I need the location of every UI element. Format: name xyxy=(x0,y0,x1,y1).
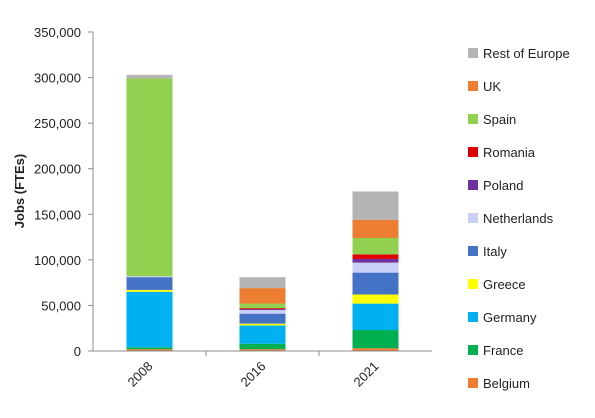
bar-segment-spain-2021 xyxy=(352,237,399,255)
legend-swatch xyxy=(468,81,478,91)
legend-item-netherlands: Netherlands xyxy=(468,211,554,226)
y-tick-label: 150,000 xyxy=(34,207,81,222)
y-tick-label: 250,000 xyxy=(34,116,81,131)
bars xyxy=(126,74,399,351)
legend-item-romania: Romania xyxy=(468,145,536,160)
legend-item-uk: UK xyxy=(468,79,501,94)
bar-segment-uk-2016 xyxy=(239,288,286,304)
bar-segment-germany-2008 xyxy=(126,291,173,348)
bar-segment-germany-2021 xyxy=(352,303,399,331)
legend-label: France xyxy=(483,343,523,358)
bar-segment-greece-2008 xyxy=(126,289,173,292)
legend-swatch xyxy=(468,246,478,256)
legend-swatch xyxy=(468,312,478,322)
legend-label: Poland xyxy=(483,178,523,193)
legend-label: Belgium xyxy=(483,376,530,391)
bar-segment-belgium-2021 xyxy=(352,348,399,351)
bar-segment-netherlands-2021 xyxy=(352,262,399,273)
x-tick-label: 2008 xyxy=(125,359,156,390)
y-tick-label: 0 xyxy=(74,344,81,359)
bar-segment-rest-of-europe-2021 xyxy=(352,191,399,220)
legend-swatch xyxy=(468,48,478,58)
legend-item-belgium: Belgium xyxy=(468,376,530,391)
x-tick-label: 2016 xyxy=(238,359,269,390)
legend-swatch xyxy=(468,213,478,223)
bar-segment-italy-2021 xyxy=(352,272,399,295)
bar-segment-rest-of-europe-2016 xyxy=(239,277,286,289)
bar-segment-greece-2016 xyxy=(239,323,286,326)
axes: 0 50,000 100,000 150,000 200,000 250,000 300,0… xyxy=(34,25,432,390)
legend-item-france: France xyxy=(468,343,523,358)
legend-item-greece: Greece xyxy=(468,277,526,292)
legend-label: Italy xyxy=(483,244,507,259)
bar-segment-spain-2016 xyxy=(239,303,286,309)
bar-segment-romania-2021 xyxy=(352,254,399,259)
legend-swatch xyxy=(468,147,478,157)
legend-item-germany: Germany xyxy=(468,310,537,325)
y-tick-label: 200,000 xyxy=(34,162,81,177)
legend-item-italy: Italy xyxy=(468,244,507,259)
legend-label: Germany xyxy=(483,310,537,325)
legend-item-poland: Poland xyxy=(468,178,523,193)
legend-swatch xyxy=(468,180,478,190)
y-tick-label: 300,000 xyxy=(34,71,81,86)
bar-segment-france-2008 xyxy=(126,347,173,350)
legend: Rest of Europe UK Spain Romania Poland Nether… xyxy=(468,46,570,391)
bar-segment-germany-2016 xyxy=(239,325,286,344)
bar-segment-italy-2008 xyxy=(126,277,173,290)
bar-segment-belgium-2008 xyxy=(126,349,173,351)
legend-swatch xyxy=(468,345,478,355)
bar-segment-rest-of-europe-2008 xyxy=(126,74,173,79)
y-tick-label: 100,000 xyxy=(34,253,81,268)
y-tick-label: 50,000 xyxy=(41,298,81,313)
bar-segment-uk-2021 xyxy=(352,219,399,238)
legend-label: Greece xyxy=(483,277,526,292)
y-axis-title: Jobs (FTEs) xyxy=(12,154,27,228)
bar-segment-greece-2021 xyxy=(352,294,399,304)
legend-swatch xyxy=(468,378,478,388)
legend-label: Netherlands xyxy=(483,211,554,226)
legend-swatch xyxy=(468,114,478,124)
bar-segment-netherlands-2016 xyxy=(239,309,286,314)
y-tick-label: 350,000 xyxy=(34,25,81,40)
legend-swatch xyxy=(468,279,478,289)
legend-label: UK xyxy=(483,79,501,94)
bar-segment-spain-2008 xyxy=(126,78,173,277)
bar-segment-italy-2016 xyxy=(239,313,286,324)
legend-item-spain: Spain xyxy=(468,112,516,127)
bar-segment-poland-2016 xyxy=(239,309,286,310)
bar-segment-romania-2016 xyxy=(239,308,286,310)
bar-segment-poland-2021 xyxy=(352,258,399,263)
bar-segment-france-2016 xyxy=(239,343,286,350)
legend-item-rest-of-europe: Rest of Europe xyxy=(468,46,570,61)
bar-segment-belgium-2016 xyxy=(239,349,286,351)
legend-label: Rest of Europe xyxy=(483,46,570,61)
legend-label: Romania xyxy=(483,145,536,160)
x-tick-label: 2021 xyxy=(351,359,382,390)
bar-segment-netherlands-2008 xyxy=(126,276,173,278)
bar-segment-france-2021 xyxy=(352,330,399,349)
legend-label: Spain xyxy=(483,112,516,127)
